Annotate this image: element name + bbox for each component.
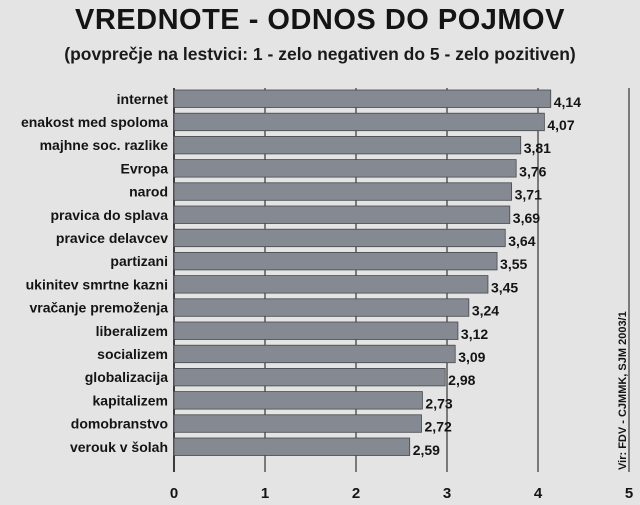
bar bbox=[173, 367, 446, 387]
category-label: narod bbox=[129, 184, 168, 200]
category-label: ukinitev smrtne kazni bbox=[26, 276, 168, 292]
category-label: partizani bbox=[110, 253, 168, 269]
value-label: 3,69 bbox=[513, 210, 540, 226]
bar bbox=[173, 89, 552, 108]
value-label: 3,09 bbox=[458, 349, 485, 365]
category-label: globalizacija bbox=[85, 369, 168, 385]
value-label: 2,72 bbox=[425, 419, 452, 435]
category-label: internet bbox=[117, 91, 169, 107]
x-tick-label: 5 bbox=[625, 485, 633, 502]
category-label: pravice delavcev bbox=[56, 230, 168, 246]
value-label: 2,73 bbox=[425, 395, 452, 411]
value-label: 3,64 bbox=[508, 233, 535, 249]
bar bbox=[173, 391, 423, 410]
category-label: verouk v šolah bbox=[70, 439, 168, 455]
value-label: 3,55 bbox=[500, 256, 527, 272]
source-note: Vir: FDV - CJMMK, SJM 2003/1 bbox=[617, 311, 629, 470]
category-label: vračanje premoženja bbox=[29, 300, 168, 316]
category-label: pravica do splava bbox=[50, 207, 168, 223]
value-label: 3,24 bbox=[472, 303, 499, 319]
bar bbox=[173, 112, 545, 132]
category-label: Evropa bbox=[121, 160, 169, 176]
value-labels: 4,14 4,07 3,81 3,76 3,71 3,69 3,64 3,55 3,45 3,24… bbox=[413, 94, 582, 458]
bar bbox=[173, 135, 522, 155]
bar bbox=[173, 182, 513, 201]
bar bbox=[173, 159, 517, 178]
value-label: 3,71 bbox=[515, 187, 542, 203]
bar bbox=[173, 228, 506, 248]
value-label: 2,98 bbox=[448, 372, 475, 388]
value-label: 4,07 bbox=[547, 117, 574, 133]
x-tick-label: 2 bbox=[352, 485, 360, 502]
category-label: domobranstvo bbox=[71, 416, 168, 432]
bar bbox=[173, 344, 456, 364]
category-label: kapitalizem bbox=[93, 392, 168, 408]
x-axis-ticks: 0 1 2 3 4 5 bbox=[170, 485, 633, 502]
category-label: liberalizem bbox=[96, 323, 168, 339]
bars bbox=[173, 89, 552, 456]
bar bbox=[173, 298, 470, 317]
x-tick-label: 3 bbox=[443, 485, 451, 502]
chart-subtitle: (povprečje na lestvici: 1 - zelo negativ… bbox=[64, 44, 576, 64]
value-label: 3,81 bbox=[524, 140, 551, 156]
value-label: 3,12 bbox=[461, 326, 488, 342]
value-label: 2,59 bbox=[413, 442, 440, 458]
bar bbox=[173, 321, 459, 340]
bar bbox=[173, 205, 511, 224]
category-labels: internet enakost med spoloma majhne soc. r… bbox=[21, 91, 168, 455]
value-label: 3,45 bbox=[491, 279, 518, 295]
value-label: 4,14 bbox=[554, 94, 581, 110]
category-label: majhne soc. razlike bbox=[40, 137, 169, 153]
x-tick-label: 4 bbox=[534, 485, 543, 502]
bar bbox=[173, 414, 422, 433]
value-label: 3,76 bbox=[519, 163, 546, 179]
bar bbox=[173, 437, 411, 456]
category-label: socializem bbox=[97, 346, 168, 362]
category-label: enakost med spoloma bbox=[21, 114, 168, 130]
chart-title: VREDNOTE - ODNOS DO POJMOV bbox=[75, 4, 565, 36]
bar bbox=[173, 275, 489, 294]
x-tick-label: 1 bbox=[261, 485, 269, 502]
x-tick-label: 0 bbox=[170, 485, 178, 502]
bar bbox=[173, 251, 498, 271]
